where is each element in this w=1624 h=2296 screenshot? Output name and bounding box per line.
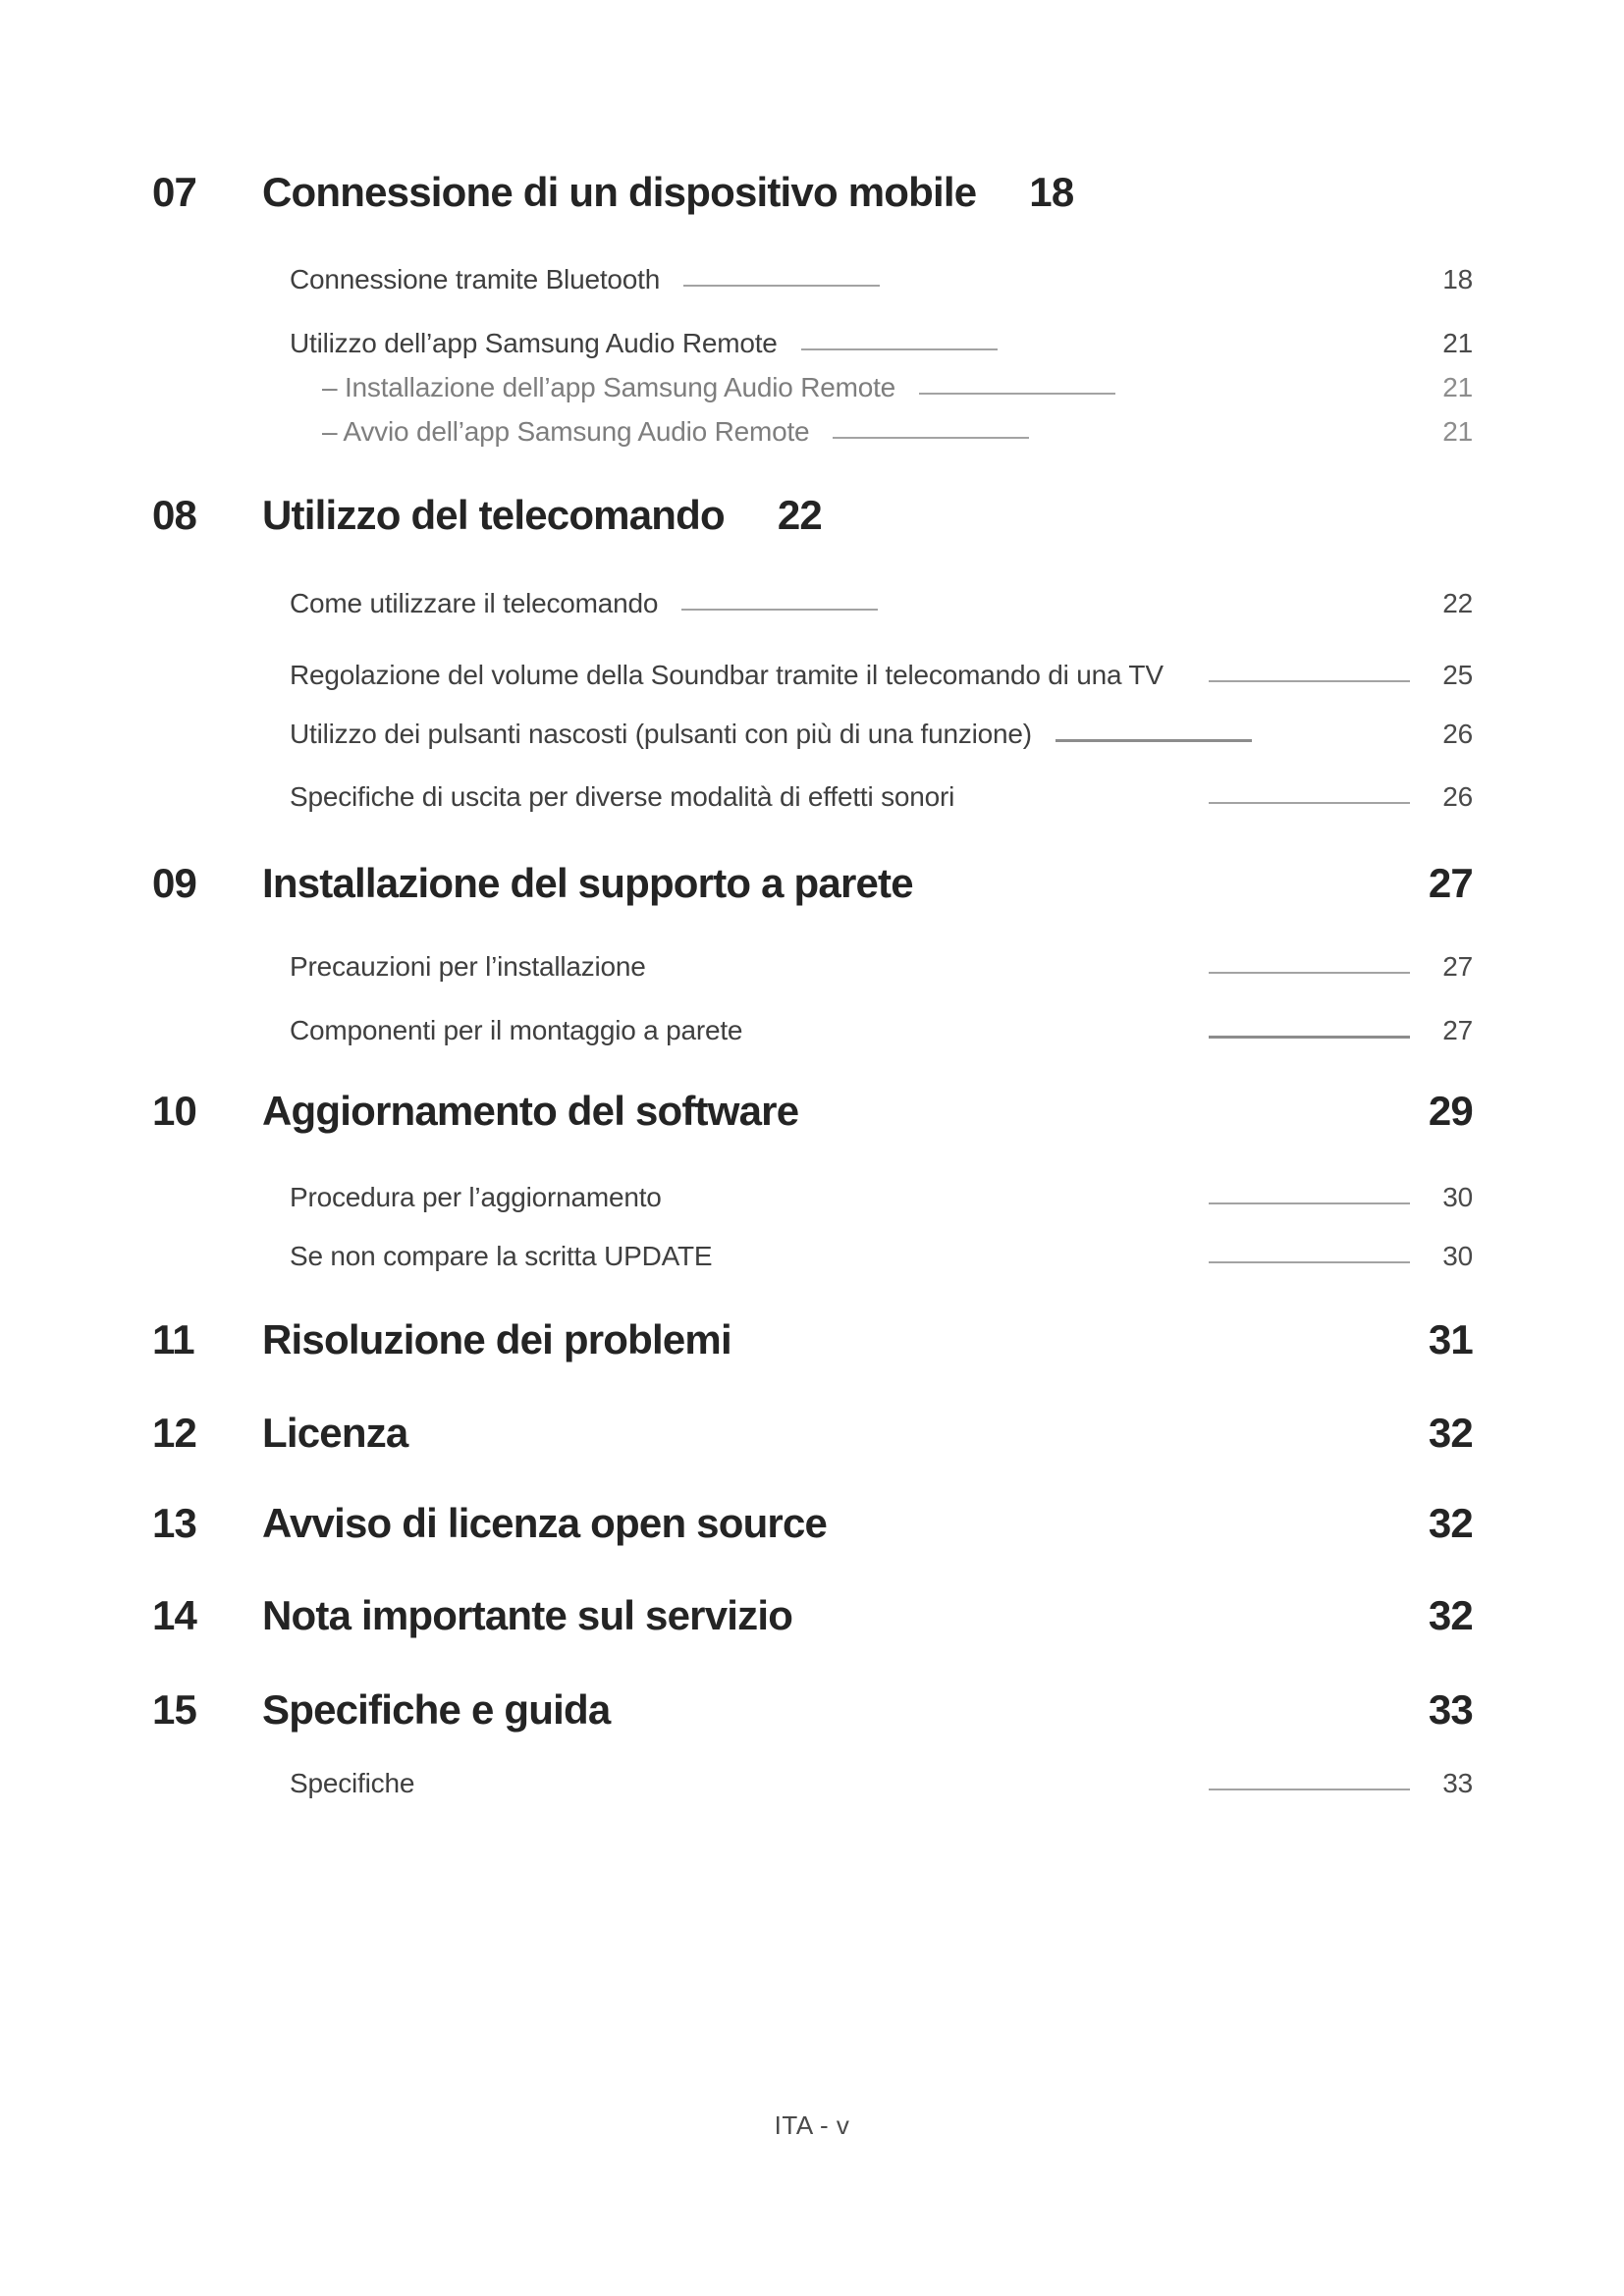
entry-page-number: 27: [1442, 951, 1473, 982]
chapter-title: Specifiche e guida: [262, 1686, 611, 1733]
leader-line: [1209, 1035, 1410, 1039]
leader-line: [681, 609, 879, 611]
chapter-number: 13: [152, 1500, 197, 1546]
entry-label: Procedura per l’aggiornamento: [290, 1182, 662, 1212]
chapter-title: Risoluzione dei problemi: [262, 1316, 732, 1362]
entry-label: Utilizzo dei pulsanti nascosti (pulsanti…: [290, 719, 1032, 749]
chapter-number: 15: [152, 1686, 197, 1733]
toc-chapter-13[interactable]: 13 Avviso di licenza open source 32: [152, 1494, 1474, 1553]
chapter-title: Connessione di un dispositivo mobile: [262, 169, 977, 215]
entry-page-number: 33: [1442, 1768, 1473, 1798]
toc-entry[interactable]: Componenti per il montaggio a parete 27: [290, 1009, 1473, 1052]
entry-label: Se non compare la scritta UPDATE: [290, 1241, 713, 1271]
leader-line: [683, 285, 881, 287]
entry-page-number: 26: [1442, 719, 1473, 749]
leader-line: [833, 437, 1030, 439]
chapter-page-number: 33: [1428, 1686, 1474, 1733]
leader-line: [800, 348, 998, 350]
toc-entry[interactable]: Specifiche 33: [290, 1762, 1473, 1805]
entry-page-number: 30: [1442, 1241, 1473, 1271]
chapter-number: 10: [152, 1088, 197, 1134]
toc-entry[interactable]: Procedura per l’aggiornamento 30: [290, 1176, 1473, 1219]
toc-chapter-09[interactable]: 09 Installazione del supporto a parete 2…: [152, 854, 1474, 913]
toc-chapter-11[interactable]: 11 Risoluzione dei problemi 31: [152, 1310, 1474, 1369]
page-footer: ITA - v: [774, 2110, 850, 2140]
toc-entry[interactable]: Utilizzo dei pulsanti nascosti (pulsanti…: [290, 713, 1473, 756]
toc-entry[interactable]: Connessione tramite Bluetooth 18: [290, 258, 1473, 301]
entry-label: Precauzioni per l’installazione: [290, 951, 646, 982]
entry-page-number: 25: [1442, 660, 1473, 690]
chapter-page-number: 32: [1428, 1592, 1474, 1638]
leader-line: [1209, 1261, 1410, 1263]
entry-page-number: 18: [1442, 264, 1473, 294]
chapter-number: 11: [152, 1316, 195, 1362]
entry-label: Specifiche di uscita per diverse modalit…: [290, 781, 955, 812]
chapter-title: Aggiornamento del software: [262, 1088, 799, 1134]
entry-label: Componenti per il montaggio a parete: [290, 1015, 743, 1045]
chapter-page-number: 31: [1428, 1316, 1474, 1362]
entry-label: – Avvio dell’app Samsung Audio Remote: [322, 416, 810, 447]
toc-chapter-08[interactable]: 08 Utilizzo del telecomando 22: [152, 486, 1473, 545]
chapter-page-number: 27: [1428, 860, 1474, 906]
toc-chapter-14[interactable]: 14 Nota importante sul servizio 32: [152, 1586, 1474, 1645]
chapter-page-number: 18: [1029, 169, 1074, 215]
entry-label: Regolazione del volume della Soundbar tr…: [290, 660, 1164, 690]
toc-entry[interactable]: Precauzioni per l’installazione 27: [290, 945, 1473, 988]
toc-entry[interactable]: Utilizzo dell’app Samsung Audio Remote 2…: [290, 322, 1473, 365]
leader-line: [1209, 1789, 1410, 1790]
chapter-title: Nota importante sul servizio: [262, 1592, 793, 1638]
chapter-number: 08: [152, 492, 197, 538]
chapter-page-number: 22: [777, 492, 823, 538]
chapter-title: Avviso di licenza open source: [262, 1500, 828, 1546]
entry-label: – Installazione dell’app Samsung Audio R…: [322, 372, 896, 402]
toc-entry[interactable]: Specifiche di uscita per diverse modalit…: [290, 775, 1473, 819]
entry-label: Come utilizzare il telecomando: [290, 588, 659, 618]
chapter-title: Utilizzo del telecomando: [262, 492, 726, 538]
chapter-number: 07: [152, 169, 197, 215]
entry-page-number: 27: [1442, 1015, 1473, 1045]
leader-line: [1209, 1202, 1410, 1204]
chapter-title: Licenza: [262, 1410, 408, 1456]
chapter-page-number: 32: [1428, 1500, 1474, 1546]
entry-label: Connessione tramite Bluetooth: [290, 264, 661, 294]
entry-page-number: 30: [1442, 1182, 1473, 1212]
entry-page-number: 21: [1442, 328, 1473, 358]
toc-entry[interactable]: Come utilizzare il telecomando 22: [290, 582, 1473, 625]
toc-chapter-10[interactable]: 10 Aggiornamento del software 29: [152, 1082, 1474, 1141]
entry-page-number: 21: [1442, 372, 1473, 402]
chapter-number: 09: [152, 860, 197, 906]
entry-page-number: 22: [1442, 588, 1473, 618]
leader-line: [919, 393, 1116, 395]
toc-entry[interactable]: Regolazione del volume della Soundbar tr…: [290, 654, 1473, 697]
toc-chapter-07[interactable]: 07 Connessione di un dispositivo mobile …: [152, 163, 1473, 222]
toc-entry[interactable]: Se non compare la scritta UPDATE 30: [290, 1235, 1473, 1278]
entry-label: Specifiche: [290, 1768, 415, 1798]
toc-chapter-15[interactable]: 15 Specifiche e guida 33: [152, 1681, 1474, 1739]
entry-page-number: 21: [1442, 416, 1473, 447]
leader-line: [1209, 802, 1410, 804]
entry-label: Utilizzo dell’app Samsung Audio Remote: [290, 328, 778, 358]
entry-page-number: 26: [1442, 781, 1473, 812]
chapter-page-number: 32: [1428, 1410, 1474, 1456]
leader-line: [1055, 738, 1252, 742]
toc-entry[interactable]: – Avvio dell’app Samsung Audio Remote 21: [322, 410, 1473, 454]
toc-entry[interactable]: – Installazione dell’app Samsung Audio R…: [322, 366, 1473, 409]
chapter-number: 14: [152, 1592, 197, 1638]
chapter-page-number: 29: [1428, 1088, 1474, 1134]
leader-line: [1209, 972, 1410, 974]
leader-line: [1209, 680, 1410, 682]
chapter-title: Installazione del supporto a parete: [262, 860, 914, 906]
toc-chapter-12[interactable]: 12 Licenza 32: [152, 1404, 1474, 1463]
chapter-number: 12: [152, 1410, 197, 1456]
